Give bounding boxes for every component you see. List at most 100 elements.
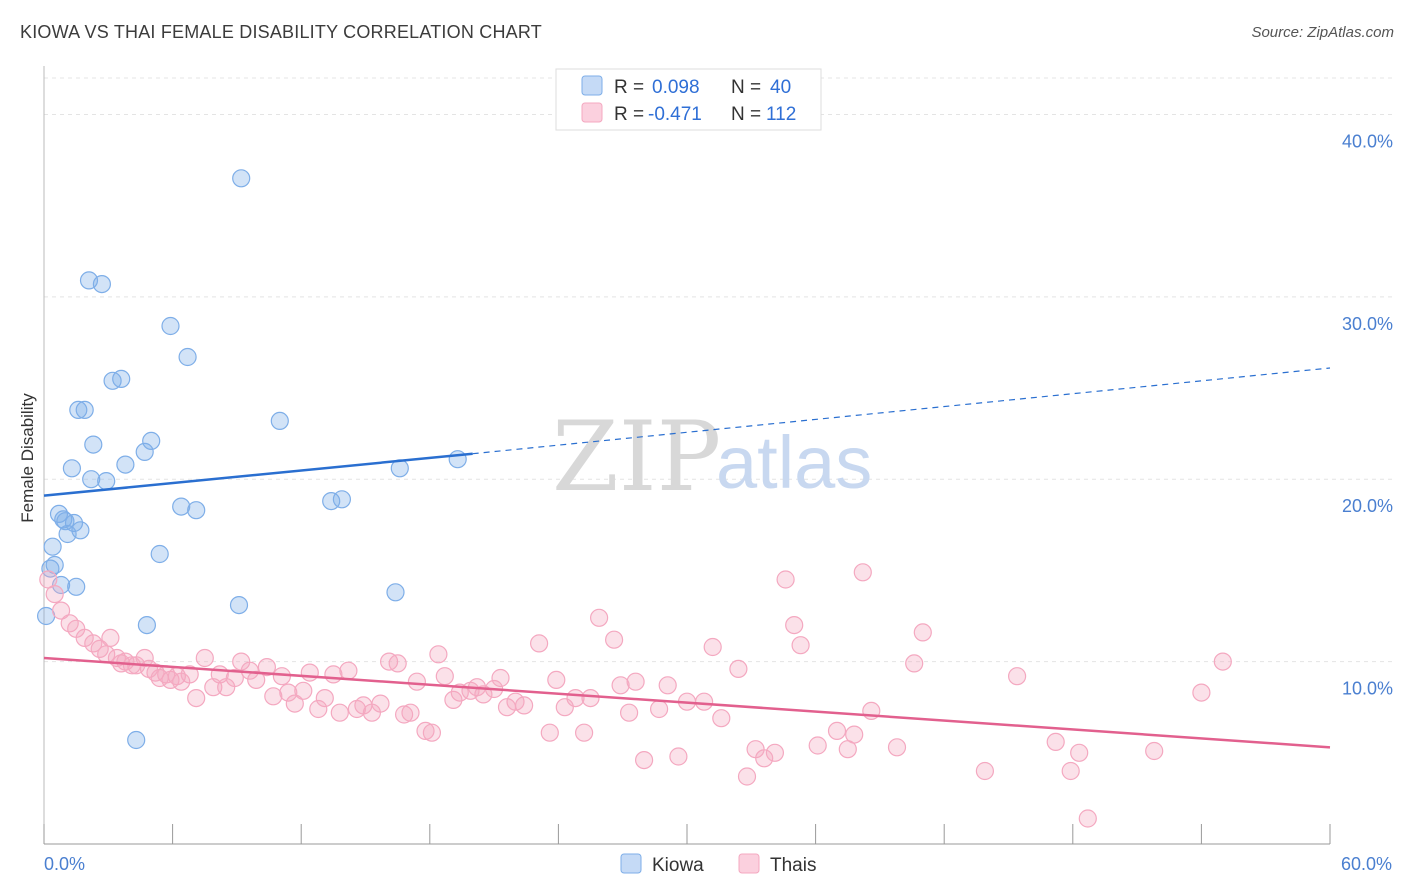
point-thais [845, 725, 864, 744]
point-thais [808, 736, 827, 755]
point-thais [75, 628, 94, 648]
point-thais [853, 563, 872, 582]
point-kiowa [161, 316, 180, 336]
point-kiowa [71, 521, 90, 540]
point-thais [429, 645, 448, 664]
point-thais [101, 628, 120, 648]
point-thais [755, 749, 774, 768]
point-thais [180, 665, 199, 684]
y-tick-label: 20.0% [1342, 496, 1393, 516]
point-thais [694, 692, 714, 711]
legend-r-value-kiowa: 0.098 [652, 77, 700, 98]
point-thais [604, 630, 624, 649]
point-thais [581, 688, 600, 708]
y-tick-label: 10.0% [1342, 679, 1393, 699]
legend-n-value-kiowa: 40 [770, 77, 791, 98]
bottom-legend-swatch-kiowa [620, 853, 642, 874]
trend-lines [43, 367, 1331, 749]
point-thais [401, 703, 420, 722]
point-thais [712, 709, 731, 728]
trend-line-kiowa [43, 452, 473, 497]
point-thais [1192, 683, 1211, 702]
point-thais [330, 703, 349, 722]
point-thais [407, 672, 426, 691]
point-thais [913, 623, 932, 642]
point-kiowa [270, 411, 289, 430]
point-thais [300, 663, 319, 682]
point-thais [371, 694, 390, 713]
chart-title: KIOWA VS THAI FEMALE DISABILITY CORRELAT… [20, 22, 542, 42]
bottom-legend-label-thais: Thais [770, 855, 816, 876]
point-thais [529, 634, 549, 653]
point-kiowa [112, 369, 131, 388]
point-kiowa [142, 431, 161, 450]
x-tick-label-max: 60.0% [1341, 854, 1392, 874]
point-thais [285, 694, 304, 713]
y-tick-labels: 10.0% 20.0% 30.0% 40.0% [1342, 131, 1393, 698]
point-kiowa [137, 615, 156, 635]
point-thais [611, 676, 630, 695]
bottom-legend-swatch-thais [738, 853, 760, 874]
legend-n-label-thais: N = [731, 104, 761, 125]
point-thais [272, 667, 291, 686]
point-thais [339, 661, 358, 680]
series-legend: Kiowa Thais [620, 853, 816, 876]
point-thais [264, 687, 283, 706]
point-thais [547, 670, 566, 690]
point-kiowa [229, 595, 249, 615]
point-kiowa [178, 347, 197, 367]
trend-line-thais [43, 656, 1331, 749]
point-thais [491, 668, 510, 688]
bottom-legend-label-kiowa: Kiowa [652, 855, 704, 876]
point-thais [51, 601, 71, 620]
point-thais [619, 703, 639, 722]
point-thais [765, 743, 785, 762]
point-thais [1145, 741, 1164, 761]
point-thais [887, 738, 907, 757]
point-thais [649, 699, 669, 719]
point-kiowa [386, 583, 405, 602]
point-thais [634, 750, 654, 770]
point-thais [135, 648, 154, 668]
point-thais [395, 705, 414, 724]
y-tick-label: 40.0% [1342, 131, 1393, 151]
point-thais [785, 615, 804, 635]
point-thais [247, 670, 266, 690]
point-kiowa [62, 459, 82, 478]
zipatlas-watermark: ZIP atlas [552, 401, 872, 513]
point-thais [776, 570, 795, 589]
point-thais [658, 676, 677, 695]
point-kiowa [69, 400, 88, 419]
point-thais [1007, 667, 1027, 686]
point-thais [1061, 761, 1080, 781]
point-kiowa [43, 537, 62, 556]
point-kiowa [332, 490, 351, 509]
point-kiowa [187, 501, 206, 520]
point-thais [703, 637, 722, 657]
legend-swatch-kiowa [581, 75, 603, 96]
point-thais [540, 723, 559, 742]
point-kiowa [150, 544, 169, 564]
point-kiowa [97, 472, 116, 491]
trend-line-kiowa-extension [472, 367, 1331, 455]
point-thais [827, 721, 847, 741]
point-thais [388, 654, 407, 673]
point-thais [729, 659, 748, 679]
point-thais [1078, 809, 1097, 828]
point-kiowa [127, 730, 146, 750]
point-kiowa [82, 470, 101, 489]
point-thais [589, 608, 609, 627]
legend-swatch-thais [581, 102, 603, 123]
point-thais [905, 654, 924, 673]
point-thais [474, 685, 493, 704]
point-thais [324, 665, 343, 684]
x-tick-label-min: 0.0% [44, 854, 85, 874]
point-thais [574, 723, 594, 742]
point-thais [737, 767, 757, 786]
point-thais [791, 636, 810, 655]
point-thais [626, 672, 645, 691]
point-thais [444, 690, 463, 710]
point-kiowa [92, 275, 112, 294]
point-thais [225, 668, 244, 688]
